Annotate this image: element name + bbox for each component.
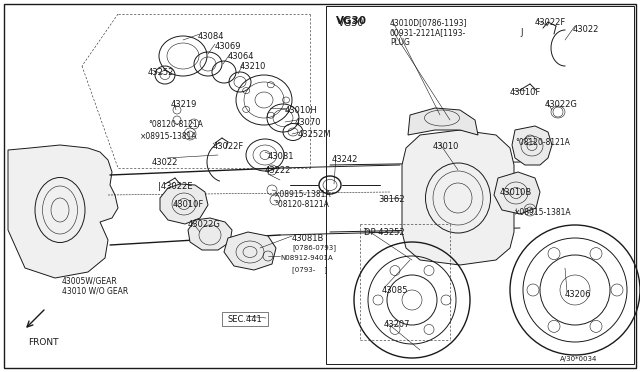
Text: 43252: 43252 xyxy=(148,68,174,77)
Polygon shape xyxy=(408,108,478,135)
Polygon shape xyxy=(512,126,552,165)
Text: 43022G: 43022G xyxy=(545,100,578,109)
Text: 43222: 43222 xyxy=(265,166,291,175)
Text: 43010B: 43010B xyxy=(500,188,532,197)
Text: 43252M: 43252M xyxy=(298,130,332,139)
Text: SEC.441: SEC.441 xyxy=(228,315,263,324)
Text: 43081B: 43081B xyxy=(292,234,324,243)
Text: 43210: 43210 xyxy=(240,62,266,71)
Text: A/30*0034: A/30*0034 xyxy=(560,356,597,362)
Text: 43085: 43085 xyxy=(382,286,408,295)
Polygon shape xyxy=(224,232,276,270)
Text: [0786-0793]: [0786-0793] xyxy=(292,244,336,251)
Text: 43219: 43219 xyxy=(171,100,197,109)
Text: |43022E: |43022E xyxy=(158,182,193,191)
Text: [0793-    ]: [0793- ] xyxy=(292,266,327,273)
Text: J: J xyxy=(520,28,522,37)
Text: 43005W/GEAR: 43005W/GEAR xyxy=(62,276,118,285)
Text: 43242: 43242 xyxy=(332,155,358,164)
Text: 43010D[0786-1193]: 43010D[0786-1193] xyxy=(390,18,467,27)
Text: 43022: 43022 xyxy=(573,25,600,34)
Text: °08120-8121A: °08120-8121A xyxy=(274,200,329,209)
Text: DP 43252: DP 43252 xyxy=(364,228,404,237)
Text: ×08915-1381A: ×08915-1381A xyxy=(514,208,572,217)
Text: 43022F: 43022F xyxy=(213,142,244,151)
Text: °08120-8121A: °08120-8121A xyxy=(148,120,203,129)
Text: VG30: VG30 xyxy=(338,18,364,28)
Text: N08912-9401A: N08912-9401A xyxy=(280,255,333,261)
Text: 43010H: 43010H xyxy=(285,106,317,115)
Text: 43022G: 43022G xyxy=(188,220,221,229)
Text: 43010F: 43010F xyxy=(173,200,204,209)
Text: 43022: 43022 xyxy=(152,158,179,167)
Text: ×08915-1381A: ×08915-1381A xyxy=(274,190,332,199)
Text: 43084: 43084 xyxy=(198,32,225,41)
Bar xyxy=(326,6,634,364)
Text: 43064: 43064 xyxy=(228,52,255,61)
Text: °08120-8121A: °08120-8121A xyxy=(515,138,570,147)
Polygon shape xyxy=(160,184,208,224)
Text: PLUG: PLUG xyxy=(390,38,410,47)
Text: FRONT: FRONT xyxy=(28,338,58,347)
Text: 43206: 43206 xyxy=(565,290,591,299)
Text: 43010 W/O GEAR: 43010 W/O GEAR xyxy=(62,287,128,296)
Text: 43022F: 43022F xyxy=(535,18,566,27)
Polygon shape xyxy=(402,130,514,265)
Text: VG30: VG30 xyxy=(336,16,367,26)
Text: 43010: 43010 xyxy=(433,142,460,151)
Text: ×08915-1381A: ×08915-1381A xyxy=(140,132,198,141)
Text: 43069: 43069 xyxy=(215,42,241,51)
Polygon shape xyxy=(494,172,540,214)
Text: 43207: 43207 xyxy=(384,320,410,329)
Bar xyxy=(222,312,268,326)
Text: 43010F: 43010F xyxy=(510,88,541,97)
Polygon shape xyxy=(8,145,118,278)
Text: 43081: 43081 xyxy=(268,152,294,161)
Text: 00931-2121A[1193-: 00931-2121A[1193- xyxy=(390,28,467,37)
Polygon shape xyxy=(188,218,232,250)
Text: 43070: 43070 xyxy=(295,118,321,127)
Text: 38162: 38162 xyxy=(378,195,404,204)
